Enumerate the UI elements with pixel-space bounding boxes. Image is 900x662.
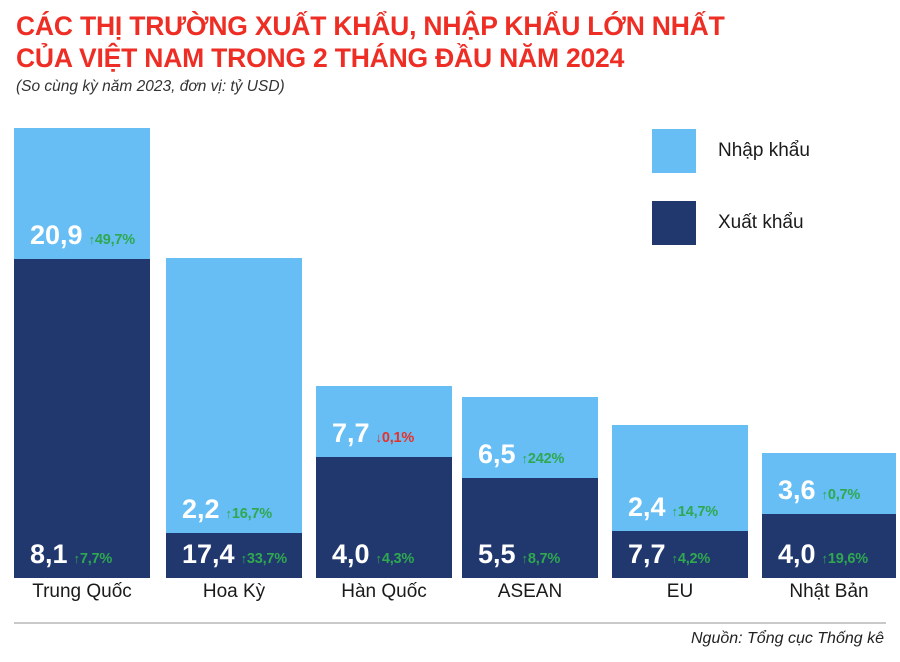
bar-label-group: 4,0 ↑19,6% (762, 539, 896, 570)
bar-label-group: 2,2 ↑16,7% (166, 494, 302, 525)
arrow-up-icon: ↑ (821, 487, 829, 502)
bar-value-label: 7,7 (332, 418, 370, 448)
change-decrease-label: ↓0,1% (375, 430, 415, 446)
category-label: Hàn Quốc (341, 581, 427, 602)
arrow-up-icon: ↑ (88, 232, 96, 247)
bar-value-label: 4,0 (778, 539, 816, 569)
category-label: Nhật Bản (789, 581, 869, 602)
bar-value-label: 20,9 (30, 220, 83, 250)
bar-group[interactable]: 2,4 ↑14,7% 7,7 ↑4,2% (612, 425, 748, 578)
change-increase-label: ↑7,7% (73, 551, 113, 567)
chart-subtitle: (So cùng kỳ năm 2023, đơn vị: tỷ USD) (16, 78, 285, 95)
change-increase-label: ↑14,7% (671, 504, 719, 520)
legend-swatch-export (652, 201, 696, 245)
arrow-up-icon: ↑ (375, 551, 383, 566)
bar-label-group: 2,4 ↑14,7% (612, 492, 748, 523)
bar-label-group: 6,5 ↑242% (462, 439, 598, 470)
chart-legend: Nhập khẩu Xuất khẩu (652, 128, 810, 272)
change-increase-label: ↑49,7% (88, 232, 136, 248)
axis-divider-rule (14, 622, 886, 624)
legend-label-export: Xuất khẩu (718, 212, 804, 233)
chart-header: CÁC THỊ TRƯỜNG XUẤT KHẨU, NHẬP KHẨU LỚN … (16, 10, 876, 96)
bar-label-group: 20,9 ↑49,7% (14, 220, 150, 251)
bar-value-label: 6,5 (478, 439, 516, 469)
bar-segment-import[interactable]: 6,5 ↑242% (462, 397, 598, 478)
arrow-up-icon: ↑ (671, 504, 679, 519)
chart-title-line-1: CÁC THỊ TRƯỜNG XUẤT KHẨU, NHẬP KHẨU LỚN … (16, 11, 725, 41)
bar-value-label: 4,0 (332, 539, 370, 569)
bar-group[interactable]: 20,9 ↑49,7% 8,1 ↑7,7% (14, 128, 150, 578)
bar-segment-import[interactable]: 7,7 ↓0,1% (316, 386, 452, 457)
bar-value-label: 2,2 (182, 494, 220, 524)
arrow-up-icon: ↑ (521, 451, 529, 466)
bar-group[interactable]: 7,7 ↓0,1% 4,0 ↑4,3% (316, 386, 452, 578)
arrow-up-icon: ↑ (240, 551, 248, 566)
bar-segment-export[interactable]: 4,0 ↑4,3% (316, 457, 452, 578)
bar-label-group: 3,6 ↑0,7% (762, 475, 896, 506)
category-label: EU (666, 581, 694, 602)
change-increase-label: ↑242% (521, 451, 565, 467)
arrow-up-icon: ↑ (73, 551, 81, 566)
bar-segment-export[interactable]: 7,7 ↑4,2% (612, 531, 748, 578)
bar-label-group: 8,1 ↑7,7% (14, 539, 150, 570)
arrow-up-icon: ↑ (225, 506, 233, 521)
legend-label-import: Nhập khẩu (718, 140, 810, 161)
bar-label-group: 17,4 ↑33,7% (166, 539, 302, 570)
bar-value-label: 2,4 (628, 492, 666, 522)
source-note: Nguồn: Tổng cục Thống kê (690, 630, 884, 647)
bar-segment-export[interactable]: 8,1 ↑7,7% (14, 259, 150, 578)
change-increase-label: ↑19,6% (821, 551, 869, 567)
bar-group[interactable]: 6,5 ↑242% 5,5 ↑8,7% (462, 397, 598, 578)
arrow-up-icon: ↑ (821, 551, 829, 566)
bar-value-label: 8,1 (30, 539, 68, 569)
change-increase-label: ↑0,7% (821, 487, 861, 503)
bar-group[interactable]: 2,2 ↑16,7% 17,4 ↑33,7% (166, 258, 302, 578)
legend-swatch-import (652, 129, 696, 173)
bar-label-group: 7,7 ↑4,2% (612, 539, 748, 570)
bar-segment-export[interactable]: 5,5 ↑8,7% (462, 478, 598, 578)
change-increase-label: ↑4,2% (671, 551, 711, 567)
bar-segment-export[interactable]: 17,4 ↑33,7% (166, 533, 302, 578)
bar-value-label: 17,4 (182, 539, 235, 569)
legend-item-export[interactable]: Xuất khẩu (652, 200, 810, 246)
bar-group[interactable]: 3,6 ↑0,7% 4,0 ↑19,6% (762, 453, 896, 578)
arrow-down-icon: ↓ (375, 430, 383, 445)
bar-label-group: 5,5 ↑8,7% (462, 539, 598, 570)
bar-label-group: 4,0 ↑4,3% (316, 539, 452, 570)
bar-segment-import[interactable]: 3,6 ↑0,7% (762, 453, 896, 514)
category-label: Hoa Kỳ (202, 581, 266, 602)
change-increase-label: ↑4,3% (375, 551, 415, 567)
bar-value-label: 5,5 (478, 539, 516, 569)
bar-value-label: 3,6 (778, 475, 816, 505)
bar-value-label: 7,7 (628, 539, 666, 569)
bar-label-group: 7,7 ↓0,1% (316, 418, 452, 449)
chart-title-line-2: CỦA VIỆT NAM TRONG 2 THÁNG ĐẦU NĂM 2024 (16, 43, 625, 73)
category-label: Trung Quốc (32, 581, 132, 602)
bar-segment-import[interactable]: 20,9 ↑49,7% (14, 128, 150, 259)
category-label: ASEAN (497, 581, 563, 602)
bar-segment-export[interactable]: 4,0 ↑19,6% (762, 514, 896, 578)
change-increase-label: ↑33,7% (240, 551, 288, 567)
change-increase-label: ↑16,7% (225, 506, 273, 522)
bar-segment-import[interactable]: 2,2 ↑16,7% (166, 258, 302, 533)
legend-item-import[interactable]: Nhập khẩu (652, 128, 810, 174)
arrow-up-icon: ↑ (521, 551, 529, 566)
change-increase-label: ↑8,7% (521, 551, 561, 567)
bar-segment-import[interactable]: 2,4 ↑14,7% (612, 425, 748, 531)
arrow-up-icon: ↑ (671, 551, 679, 566)
category-axis: Trung Quốc Hoa Kỳ Hàn Quốc ASEAN EU Nhật Bản (0, 578, 900, 612)
